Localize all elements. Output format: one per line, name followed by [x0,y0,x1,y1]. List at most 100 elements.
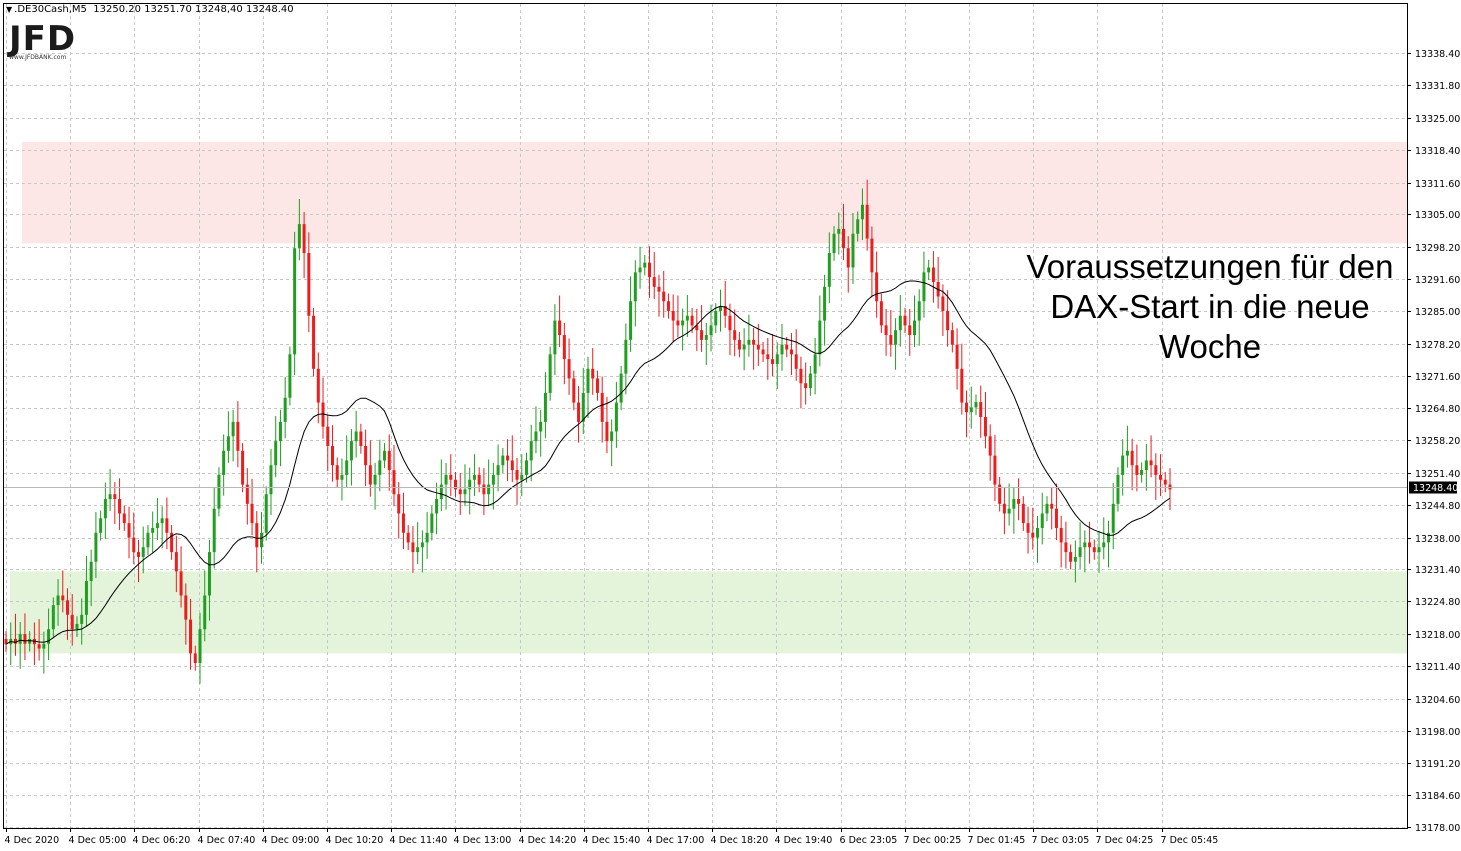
candle-body [515,470,519,480]
candle-body [752,339,756,345]
candle-body [4,638,8,645]
candle-body [823,286,827,321]
y-tick-label: 13218.00 [1415,630,1460,641]
candle-body [113,494,117,500]
x-tick-label: 4 Dec 09:00 [262,835,320,846]
candle-body [1083,542,1087,548]
candle-body [534,431,538,442]
candle-body [548,354,552,393]
candle-body [818,320,822,355]
candle-body [695,325,699,331]
dropdown-triangle-icon[interactable]: ▼ [6,5,13,14]
candle-body [487,484,491,495]
candle-body [643,262,647,268]
candle-body [983,417,987,437]
candle-body [775,354,779,364]
candle-body [728,315,732,331]
candle-body [264,494,268,533]
candle-body [879,301,883,326]
candle-body [75,623,79,630]
candle-body [960,368,964,403]
candle-body [912,320,916,336]
candle-body [927,267,931,273]
candle-body [18,634,22,644]
candle-body [965,402,969,413]
candle-body [37,644,41,649]
candle-body [908,325,912,336]
candle-body [468,479,472,490]
candle-body [993,455,997,485]
x-tick-label: 4 Dec 14:20 [519,835,577,846]
y-tick-label: 13191.20 [1415,759,1460,770]
candle-body [979,402,983,418]
candle-body [1078,547,1082,557]
candle-body [1163,479,1167,485]
symbol-header: ▼ .DE30Cash,M5 13250.20 13251.70 13248,40… [6,4,294,15]
candle-body [127,523,131,538]
candle-body [278,421,282,442]
candle-body [714,310,718,326]
y-tick-label: 13325.00 [1415,114,1460,125]
candle-body [941,296,945,311]
candle-body [217,474,221,509]
candle-body [501,455,505,466]
candle-body [558,320,562,336]
candle-body [662,291,666,302]
candle-body [1064,542,1068,553]
candle-body [28,638,32,644]
candle-body [865,204,869,239]
candle-body [241,450,245,485]
candle-body [231,421,235,437]
candles-layer [4,179,1172,684]
candle-body [1036,527,1040,538]
candle-body [666,301,670,311]
candle-body [581,392,585,422]
candle-body [70,614,74,630]
candle-body [316,368,320,403]
candle-body [808,373,812,389]
candle-body [761,349,765,355]
candle-body [13,638,17,644]
candle-body [894,330,898,345]
candle-body [430,513,434,533]
candle-body [832,233,836,254]
symbol-label: .DE30Cash,M5 [14,4,87,15]
y-tick-label: 13311.60 [1415,179,1460,190]
logo-mark: JFD [9,19,77,59]
y-tick-label: 13198.00 [1415,727,1460,738]
candle-body [733,330,737,340]
candle-body [420,542,424,548]
candle-body [359,431,363,446]
candle-body [657,286,661,292]
candle-body [373,474,377,485]
candle-body [600,392,604,422]
candle-body [207,552,211,596]
candle-body [842,228,846,249]
y-tick-label: 13224.80 [1415,597,1460,608]
candle-body [624,339,628,374]
y-tick-label: 13331.80 [1415,81,1460,92]
chart-annotation: Voraussetzungen für den DAX-Start in die… [1010,247,1410,367]
x-tick-label: 4 Dec 15:40 [583,835,641,846]
y-tick-label: 13285.00 [1415,307,1460,318]
candle-body [383,450,387,461]
candle-body [425,532,429,543]
candle-body [1054,508,1058,528]
candle-body [1168,484,1172,490]
candle-body [1130,450,1134,466]
y-tick-label: 13305.00 [1415,210,1460,221]
candle-body [330,445,334,466]
candle-body [1059,527,1063,543]
candle-body [297,224,301,249]
candle-body [567,359,571,379]
candle-body [591,368,595,379]
candle-body [851,233,855,268]
candle-body [610,431,614,442]
candle-body [1149,460,1153,466]
y-tick-label: 13278.20 [1415,340,1460,351]
zone-support [10,571,1407,654]
y-tick-label: 13291.60 [1415,275,1460,286]
candle-body [260,532,264,548]
ohlc-values: 13250.20 13251.70 13248,40 13248.40 [93,4,294,15]
candle-body [870,238,874,273]
